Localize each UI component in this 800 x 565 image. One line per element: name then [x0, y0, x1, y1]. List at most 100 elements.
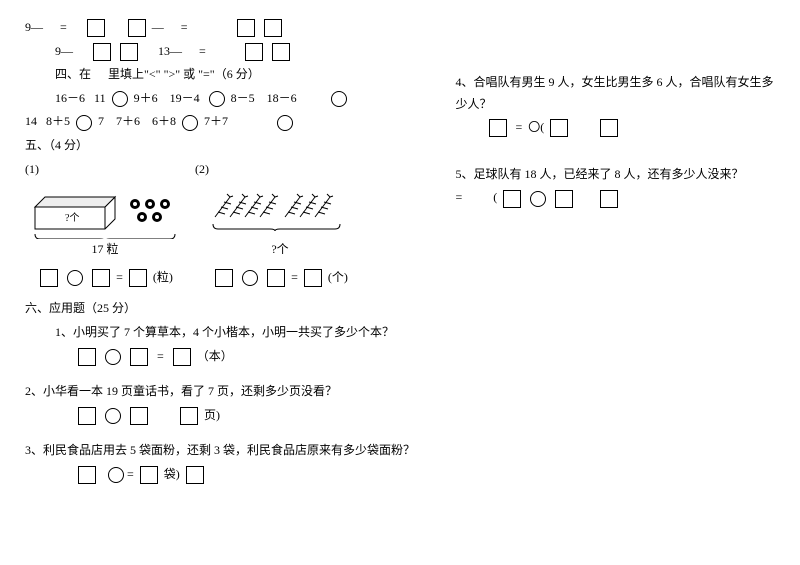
answer-box[interactable] [245, 43, 263, 61]
txt: 13— [158, 44, 182, 58]
answer-box[interactable] [40, 269, 58, 287]
operator-circle[interactable] [105, 349, 121, 365]
txt: 8－5 [231, 91, 255, 105]
equation-line-1: 9— = — = [25, 17, 416, 39]
txt: 〇( [528, 120, 544, 134]
txt: 6＋8 [152, 114, 176, 128]
txt: 六、应用题（25 分） [25, 301, 136, 315]
txt: = [199, 44, 206, 58]
answer-box[interactable] [130, 407, 148, 425]
txt: 页) [204, 408, 220, 422]
figure-row: ?个 17 粒 = (粒) ?个 = [25, 184, 416, 288]
txt: 7 [98, 114, 104, 128]
answer-box[interactable] [180, 407, 198, 425]
compare-circle[interactable] [76, 115, 92, 131]
txt: 9— [55, 44, 73, 58]
txt: 袋) [164, 467, 180, 481]
svg-text:?个: ?个 [65, 212, 79, 224]
answer-box[interactable] [92, 269, 110, 287]
answer-box[interactable] [600, 190, 618, 208]
equation-1: = (粒) [25, 267, 185, 289]
answer-box[interactable] [130, 348, 148, 366]
q3-text: 3、利民食品店用去 5 袋面粉，还剩 3 袋，利民食品店原来有多少袋面粉？ [25, 440, 416, 462]
answer-box[interactable] [173, 348, 191, 366]
txt: 18－6 [267, 91, 297, 105]
answer-box[interactable] [140, 466, 158, 484]
answer-box[interactable] [600, 119, 618, 137]
q4-equation: = 〇( [456, 117, 776, 139]
compare-circle[interactable] [209, 91, 225, 107]
answer-box[interactable] [550, 119, 568, 137]
answer-box[interactable] [215, 269, 233, 287]
txt: (粒) [153, 270, 173, 284]
txt: 11 [94, 91, 106, 105]
txt: = [60, 20, 67, 34]
answer-box[interactable] [503, 190, 521, 208]
txt: = [516, 120, 523, 134]
q3-equation: = 袋) [25, 464, 416, 486]
answer-box[interactable] [264, 19, 282, 37]
compare-circle[interactable] [182, 115, 198, 131]
compare-row-2: 14 8＋5 7 7＋6 6＋8 7＋7 [25, 111, 416, 133]
caption-1: 17 粒 [25, 239, 185, 261]
operator-circle[interactable] [530, 191, 546, 207]
txt: = [157, 349, 164, 363]
txt: = [456, 190, 463, 204]
figure-2: ?个 = (个) [205, 184, 355, 288]
txt: = [181, 20, 188, 34]
answer-box[interactable] [267, 269, 285, 287]
txt: 7＋6 [116, 114, 140, 128]
answer-box[interactable] [78, 466, 96, 484]
txt: 14 [25, 114, 37, 128]
answer-box[interactable] [78, 348, 96, 366]
section-5-title: 五、（4 分） [25, 135, 416, 157]
txt: 四、在 [55, 67, 91, 81]
txt: — [152, 20, 164, 34]
txt: (1) [25, 162, 39, 176]
txt: 16－6 [55, 91, 85, 105]
section-6-title: 六、应用题（25 分） [25, 298, 416, 320]
q4-text: 4、合唱队有男生 9 人，女生比男生多 6 人，合唱队有女生多少人？ [456, 72, 776, 115]
figure-1: ?个 17 粒 = (粒) [25, 184, 185, 288]
operator-circle[interactable] [105, 408, 121, 424]
answer-box[interactable] [555, 190, 573, 208]
compare-circle[interactable] [331, 91, 347, 107]
txt: (2) [195, 162, 209, 176]
answer-box[interactable] [237, 19, 255, 37]
answer-box[interactable] [93, 43, 111, 61]
operator-circle[interactable] [108, 467, 124, 483]
answer-box[interactable] [120, 43, 138, 61]
txt: 8＋5 [46, 114, 70, 128]
section-4-title: 四、在 里填上"<" ">" 或 "="（6 分） [25, 64, 416, 86]
answer-box[interactable] [272, 43, 290, 61]
answer-box[interactable] [186, 466, 204, 484]
compare-circle[interactable] [277, 115, 293, 131]
txt: 里填上"<" ">" 或 "="（6 分） [108, 67, 260, 81]
q5-equation: = ( [456, 187, 776, 209]
txt: = [116, 270, 123, 284]
q2-text: 2、小华看一本 19 页童话书，看了 7 页，还剩多少页没看？ [25, 381, 416, 403]
q2-equation: 页) [25, 405, 416, 427]
fig-labels: (1) (2) [25, 159, 416, 181]
answer-box[interactable] [78, 407, 96, 425]
compare-row-1: 16－6 11 9＋6 19－4 8－5 18－6 [25, 88, 416, 110]
operator-circle[interactable] [242, 270, 258, 286]
answer-box[interactable] [489, 119, 507, 137]
txt: 五、（4 分） [25, 138, 88, 152]
answer-box[interactable] [128, 19, 146, 37]
q1-text: 1、小明买了 7 个算草本，4 个小楷本，小明一共买了多少个本？ [25, 322, 416, 344]
answer-box[interactable] [304, 269, 322, 287]
txt: 9— [25, 20, 43, 34]
txt: 9＋6 [134, 91, 158, 105]
answer-box[interactable] [129, 269, 147, 287]
txt: （本） [197, 349, 233, 363]
answer-box[interactable] [87, 19, 105, 37]
figure-1-svg: ?个 [25, 184, 185, 239]
q5-text: 5、足球队有 18 人，已经来了 8 人，还有多少人没来？ [456, 164, 776, 186]
txt: ( [493, 190, 497, 204]
compare-circle[interactable] [112, 91, 128, 107]
figure-2-svg [205, 184, 355, 239]
equation-line-2: 9— 13— = [25, 41, 416, 63]
operator-circle[interactable] [67, 270, 83, 286]
txt: (个) [328, 270, 348, 284]
